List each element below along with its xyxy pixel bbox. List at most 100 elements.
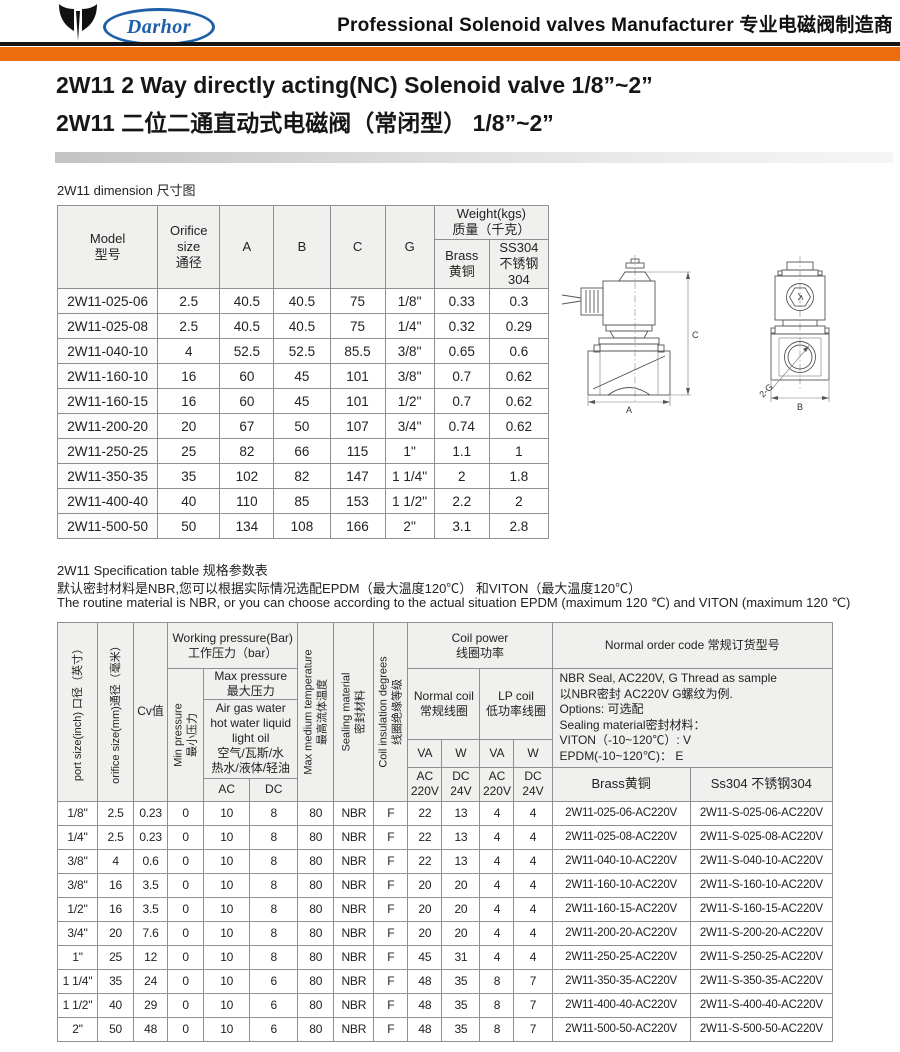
table-cell: 20 bbox=[441, 872, 481, 898]
spec-col-seal: Sealing material 密封材料 bbox=[333, 622, 375, 802]
table-cell: 0.74 bbox=[433, 413, 490, 440]
table-cell: 10 bbox=[203, 800, 251, 826]
spec-col-media: Air gas water hot water liquid light oil… bbox=[203, 699, 299, 779]
table-cell: 10 bbox=[203, 896, 251, 922]
table-cell: 2W11-400-40 bbox=[56, 488, 159, 515]
table-cell: 2W11-200-20-AC220V bbox=[551, 920, 691, 946]
table-cell: 8 bbox=[249, 896, 299, 922]
table-cell: 3.5 bbox=[133, 896, 169, 922]
table-cell: 0.62 bbox=[488, 413, 550, 440]
header-tagline: Professional Solenoid valves Manufacture… bbox=[337, 15, 893, 36]
brand-header: Darhor Professional Solenoid valves Manu… bbox=[0, 0, 900, 46]
table-row: 1/4'' 2.5 0.23 0 10 8 80 NBR F 22 13 4 4 2W11-025-08-… bbox=[56, 824, 834, 850]
spec-col-dc: DC bbox=[249, 777, 299, 802]
table-cell: F bbox=[373, 992, 409, 1018]
table-cell: 80 bbox=[297, 848, 335, 874]
table-cell: 0.23 bbox=[133, 824, 169, 850]
table-cell: 40.5 bbox=[273, 313, 331, 340]
table-cell: 48 bbox=[133, 1016, 169, 1042]
table-row: 2W11-160-10 16 60 45 101 3/8'' 0.7 0.62 bbox=[56, 363, 550, 390]
table-cell: 40.5 bbox=[219, 313, 275, 340]
table-row: 1'' 25 12 0 10 8 80 NBR F 45 31 4 4 2W11-250-25-AC220… bbox=[56, 944, 834, 970]
table-cell: 2.8 bbox=[488, 513, 550, 540]
dim-col-a: A bbox=[219, 204, 275, 290]
table-cell: 2W11-160-15 bbox=[56, 388, 159, 415]
table-cell: 6 bbox=[249, 968, 299, 994]
dim-col-model: Model 型号 bbox=[56, 204, 159, 290]
table-cell: 2W11-040-10 bbox=[56, 338, 159, 365]
table-cell: 0 bbox=[167, 920, 205, 946]
table-cell: 7.6 bbox=[133, 920, 169, 946]
valve-side-view-drawing: A C bbox=[561, 255, 699, 415]
table-cell: 6 bbox=[249, 1016, 299, 1042]
spec-table: port size(inch) 口径（英寸） orifice size(mm)通… bbox=[56, 622, 834, 1042]
table-cell: 102 bbox=[219, 463, 275, 490]
spec-col-ss304-code: Ss304 不锈钢304 bbox=[689, 766, 834, 802]
table-cell: 2W11-250-25-AC220V bbox=[551, 944, 691, 970]
table-row: 2W11-025-08 2.5 40.5 40.5 75 1/4'' 0.32 0.29 bbox=[56, 313, 550, 340]
table-cell: 4 bbox=[97, 848, 135, 874]
table-cell: 80 bbox=[297, 992, 335, 1018]
table-cell: 0.33 bbox=[433, 288, 490, 315]
table-cell: 8 bbox=[479, 1016, 515, 1042]
dim-col-b: B bbox=[273, 204, 331, 290]
table-row: 3/4'' 20 7.6 0 10 8 80 NBR F 20 20 4 4 2W11-200-20-AC… bbox=[56, 920, 834, 946]
dim-label-a: A bbox=[626, 405, 632, 415]
table-cell: 2 bbox=[433, 463, 490, 490]
table-cell: 4 bbox=[479, 896, 515, 922]
table-cell: 108 bbox=[273, 513, 331, 540]
table-cell: 2.5 bbox=[97, 800, 135, 826]
table-cell: 3/4'' bbox=[56, 920, 99, 946]
table-cell: 2 bbox=[488, 488, 550, 515]
dim-col-ss304: SS304 不锈钢304 bbox=[488, 238, 550, 290]
header-orange-rule bbox=[0, 47, 900, 61]
table-cell: 0.7 bbox=[433, 388, 490, 415]
table-cell: 80 bbox=[297, 896, 335, 922]
table-cell: 20 bbox=[157, 413, 221, 440]
table-cell: NBR bbox=[333, 848, 375, 874]
table-cell: F bbox=[373, 848, 409, 874]
table-row: 2W11-350-35 35 102 82 147 1 1/4'' 2 1.8 bbox=[56, 463, 550, 490]
table-cell: 3.1 bbox=[433, 513, 490, 540]
dim-col-g: G bbox=[384, 204, 435, 290]
table-cell: 45 bbox=[407, 944, 443, 970]
table-cell: 3.5 bbox=[133, 872, 169, 898]
table-cell: 4 bbox=[479, 944, 515, 970]
table-cell: 2.5 bbox=[97, 824, 135, 850]
table-cell: 35 bbox=[441, 1016, 481, 1042]
table-cell: 2W11-160-15-AC220V bbox=[551, 896, 691, 922]
table-cell: 7 bbox=[513, 1016, 553, 1042]
table-cell: 0.62 bbox=[488, 363, 550, 390]
spec-col-lp-coil: LP coil 低功率线圈 bbox=[479, 668, 553, 740]
table-row: 2W11-250-25 25 82 66 115 1'' 1.1 1 bbox=[56, 438, 550, 465]
table-cell: F bbox=[373, 944, 409, 970]
table-cell: 2W11-025-08 bbox=[56, 313, 159, 340]
table-cell: 0.6 bbox=[488, 338, 550, 365]
table-cell: 10 bbox=[203, 968, 251, 994]
table-cell: 29 bbox=[133, 992, 169, 1018]
table-cell: 0 bbox=[167, 800, 205, 826]
table-cell: 4 bbox=[513, 824, 553, 850]
table-cell: 4 bbox=[513, 920, 553, 946]
table-cell: 25 bbox=[157, 438, 221, 465]
table-cell: 2.5 bbox=[157, 288, 221, 315]
table-cell: 134 bbox=[219, 513, 275, 540]
section-divider-bar bbox=[55, 152, 893, 163]
spec-col-port: port size(inch) 口径（英寸） bbox=[56, 622, 99, 802]
table-cell: 1'' bbox=[384, 438, 435, 465]
spec-col-max-pressure: Max pressure 最大压力 bbox=[203, 668, 299, 700]
table-cell: 8 bbox=[249, 944, 299, 970]
table-cell: 75 bbox=[329, 288, 386, 315]
table-cell: 10 bbox=[203, 1016, 251, 1042]
table-cell: 0.29 bbox=[488, 313, 550, 340]
table-cell: 20 bbox=[441, 920, 481, 946]
table-cell: F bbox=[373, 920, 409, 946]
table-cell: 20 bbox=[407, 896, 443, 922]
table-cell: 20 bbox=[441, 896, 481, 922]
table-cell: 60 bbox=[219, 363, 275, 390]
table-cell: 153 bbox=[329, 488, 386, 515]
table-cell: 10 bbox=[203, 944, 251, 970]
table-cell: 13 bbox=[441, 800, 481, 826]
table-cell: 35 bbox=[441, 968, 481, 994]
spec-col-temp: Max medium temperature 最高流体温度 bbox=[297, 622, 335, 802]
